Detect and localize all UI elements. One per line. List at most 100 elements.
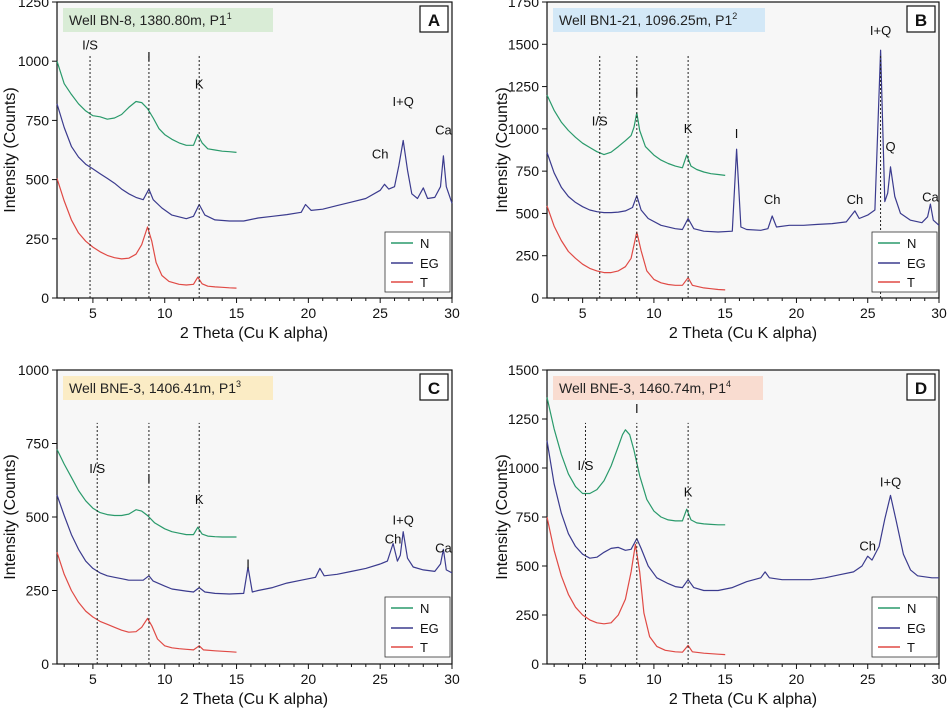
series-line-eg <box>56 103 453 222</box>
x-axis: 5 10 15 20 25 30 <box>553 298 947 321</box>
y-tick-label: 1250 <box>508 411 539 427</box>
peak-annotation: I <box>246 556 250 571</box>
peak-annotation: K <box>195 76 204 91</box>
x-tick-label: 30 <box>444 305 460 321</box>
y-tick-label: 500 <box>516 205 540 221</box>
peak-annotation: I+Q <box>392 512 413 527</box>
y-tick-label: 0 <box>531 656 539 672</box>
badge-text: Well BNE-3, 1406.41m, P13 <box>69 379 241 396</box>
legend: N EG T <box>871 596 938 658</box>
series-line-n <box>56 449 237 538</box>
y-tick-label: 1000 <box>508 460 539 476</box>
y-tick-label: 250 <box>516 607 540 623</box>
series-line-eg <box>56 494 453 595</box>
x-axis: 5 10 15 20 25 30 <box>63 664 460 687</box>
x-axis-title: 2 Theta (Cu K alpha) <box>180 691 328 708</box>
badge-text: Well BN-8, 1380.80m, P11 <box>69 11 232 28</box>
legend-label-t: T <box>420 640 428 655</box>
x-tick-label: 20 <box>789 305 805 321</box>
y-tick-label: 1250 <box>508 79 539 95</box>
peak-annotation: I <box>735 126 739 141</box>
y-axis: 0 250 500 750 1000 1250 <box>18 0 57 306</box>
y-axis: 0 250 500 750 1000 1250 1500 1750 <box>508 0 547 306</box>
panel-letter-frame <box>906 5 936 33</box>
x-tick-label: 30 <box>931 671 947 687</box>
x-tick-label: 5 <box>579 305 587 321</box>
legend-label-n: N <box>420 236 429 251</box>
legend: N EG T <box>384 596 451 658</box>
series-line-t <box>546 516 726 656</box>
x-tick-label: 25 <box>860 305 876 321</box>
y-tick-label: 250 <box>516 248 540 264</box>
y-tick-label: 500 <box>26 509 50 525</box>
panel-letter-frame <box>419 373 449 401</box>
panel-letter-box: B <box>906 5 936 33</box>
x-axis: 5 10 15 20 25 30 <box>553 664 947 687</box>
peak-annotation: I/S <box>82 37 98 52</box>
y-tick-label: 1000 <box>18 53 49 69</box>
panel-letter: B <box>915 11 927 30</box>
badge-text: Well BN1-21, 1096.25m, P12 <box>559 11 737 28</box>
x-tick-label: 10 <box>157 305 173 321</box>
x-tick-label: 5 <box>89 305 97 321</box>
legend-frame <box>384 596 451 658</box>
y-tick-label: 750 <box>26 112 50 128</box>
title-badge: Well BN1-21, 1096.25m, P12 <box>553 8 765 32</box>
peak-annotation: Ch <box>385 531 402 546</box>
x-tick-label: 25 <box>860 671 876 687</box>
peak-annotation: K <box>195 492 204 507</box>
annotation-layer: I/S I K I Ch I+Q Ca <box>89 461 452 572</box>
series-line-t <box>56 552 237 653</box>
y-tick-label: 0 <box>531 290 539 306</box>
legend-label-eg: EG <box>907 256 926 271</box>
peak-annotation: Ch <box>764 192 781 207</box>
x-tick-label: 30 <box>444 671 460 687</box>
x-tick-label: 25 <box>372 305 388 321</box>
series-layer <box>56 449 453 653</box>
y-tick-label: 500 <box>26 172 50 188</box>
y-tick-label: 1000 <box>508 121 539 137</box>
x-tick-label: 5 <box>89 671 97 687</box>
peak-annotation: I <box>147 49 151 64</box>
panel-letter-frame <box>906 373 936 401</box>
x-axis-title: 2 Theta (Cu K alpha) <box>180 325 328 342</box>
panel-b: I/S I K I Ch Ch I+Q Q Ca 0 250 500 750 1000 1250 1500 1… <box>494 0 947 342</box>
ref-lines <box>96 422 200 664</box>
y-tick-label: 250 <box>26 583 50 599</box>
legend-label-t: T <box>420 275 428 290</box>
panel-letter: A <box>428 11 440 30</box>
series-line-n <box>546 397 726 526</box>
x-tick-label: 30 <box>931 305 947 321</box>
legend-label-t: T <box>907 640 915 655</box>
badge-label: Well BN-8, 1380.80m, P1 <box>69 12 227 28</box>
peak-annotation: Ca <box>435 540 452 555</box>
x-tick-label: 10 <box>157 671 173 687</box>
series-layer <box>56 61 453 289</box>
panel-letter-frame <box>419 5 449 33</box>
peak-annotation: Ch <box>372 146 389 161</box>
badge-background <box>63 376 273 400</box>
y-axis-title: Intensity (Counts) <box>2 454 19 579</box>
panel-letter-box: C <box>419 373 449 401</box>
badge-label: Well BN1-21, 1096.25m, P1 <box>559 12 732 28</box>
y-tick-label: 250 <box>26 231 50 247</box>
legend-frame <box>871 596 938 658</box>
x-tick-label: 15 <box>717 305 733 321</box>
peak-annotation: I <box>147 471 151 486</box>
legend-frame <box>871 231 938 293</box>
legend-label-n: N <box>420 601 429 616</box>
title-badge: Well BN-8, 1380.80m, P11 <box>63 8 273 32</box>
badge-superscript: 4 <box>726 379 731 389</box>
panel-letter-box: A <box>419 5 449 33</box>
series-line-eg <box>546 440 939 592</box>
peak-annotation: I+Q <box>880 475 901 490</box>
x-tick-label: 5 <box>579 671 587 687</box>
panel-letter: D <box>915 379 927 398</box>
peak-annotation: I/S <box>592 113 608 128</box>
y-axis-title: Intensity (Counts) <box>494 454 511 579</box>
badge-background <box>553 8 765 32</box>
y-axis-title: Intensity (Counts) <box>494 87 511 212</box>
peak-annotation: Q <box>885 139 895 154</box>
